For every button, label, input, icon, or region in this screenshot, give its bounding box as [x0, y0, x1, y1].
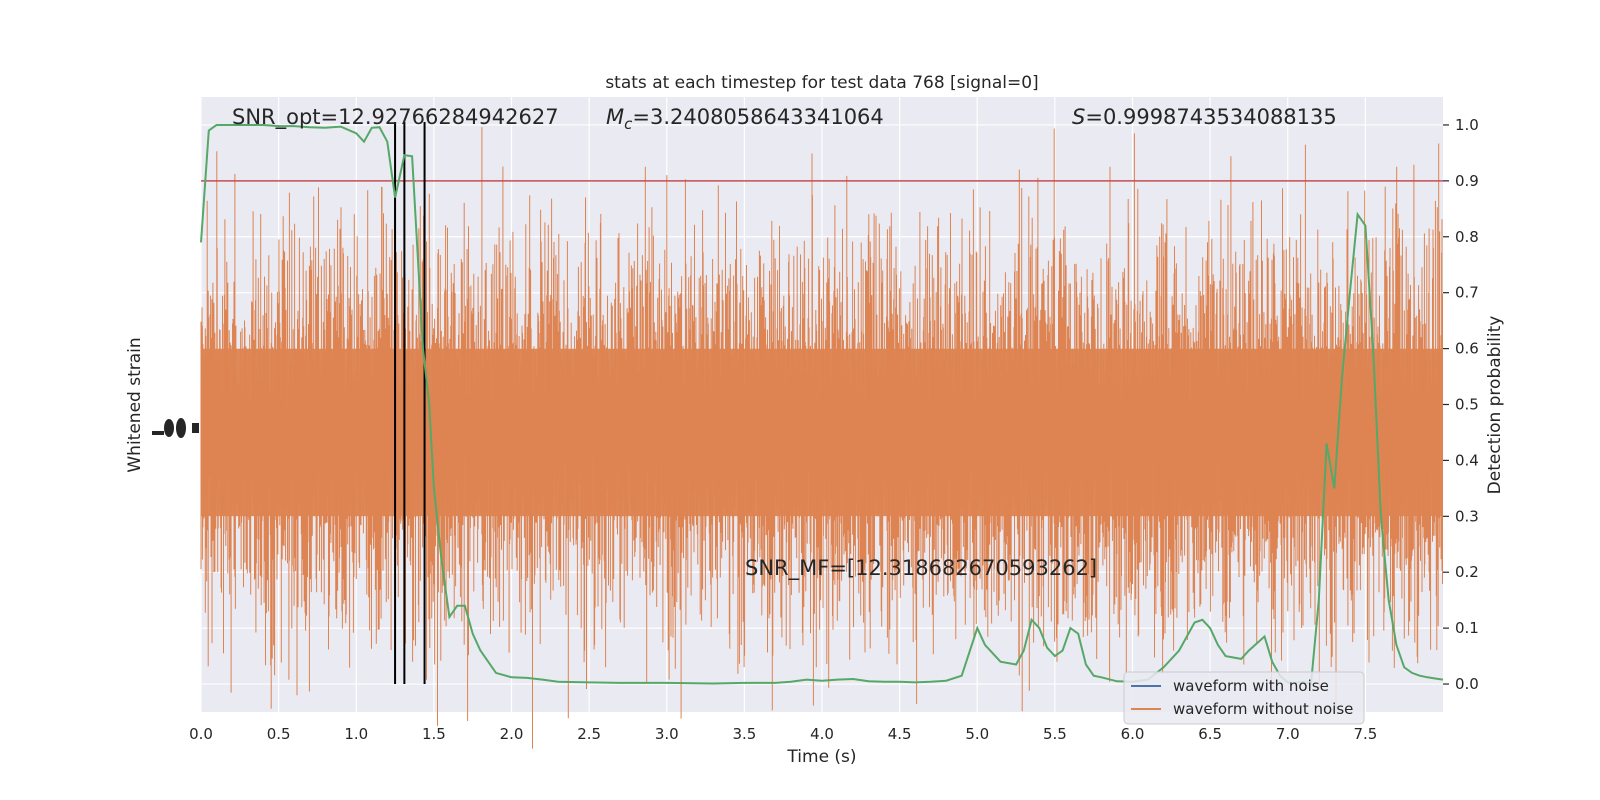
waveform-without-noise: [200, 127, 1443, 749]
series-detection-probability: [200, 124, 1444, 686]
x-tick-label-9: 4.5: [888, 725, 912, 743]
left-axis-squished-ticks: [152, 418, 199, 438]
y-right-tick-label-0: 0.0: [1455, 675, 1479, 693]
annotation-snr-opt: SNR_opt=12.92766284942627: [232, 105, 559, 130]
x-tick-label-11: 5.5: [1043, 725, 1067, 743]
annotation-chirp-mass: Mc=3.2408058643341064: [606, 105, 884, 133]
annotation-chirp-mass-value: =3.2408058643341064: [632, 105, 883, 129]
legend-label-with-noise: waveform with noise: [1173, 677, 1329, 695]
y-right-tick-label-7: 0.7: [1455, 284, 1479, 302]
legend: waveform with noise waveform without noi…: [1123, 671, 1365, 725]
x-tick-label-10: 5.0: [965, 725, 989, 743]
annotation-s: S=0.9998743534088135: [1072, 105, 1337, 129]
y-right-tick-label-6: 0.6: [1455, 340, 1479, 358]
x-tick-label-0: 0.0: [189, 725, 213, 743]
legend-label-without-noise: waveform without noise: [1173, 700, 1353, 718]
x-tick-label-3: 1.5: [422, 725, 446, 743]
noise-trace: [200, 127, 1443, 749]
y-right-tick-label-2: 0.2: [1455, 563, 1479, 581]
x-tick-label-7: 3.5: [732, 725, 756, 743]
y-right-tick-label-10: 1.0: [1455, 116, 1479, 134]
annotation-s-symbol: S: [1072, 105, 1085, 129]
y-right-tick-label-8: 0.8: [1455, 228, 1479, 246]
x-tick-label-4: 2.0: [500, 725, 524, 743]
y-right-tick-label-3: 0.3: [1455, 507, 1479, 525]
y-right-tick-label-4: 0.4: [1455, 451, 1479, 469]
x-tick-label-8: 4.0: [810, 725, 834, 743]
y-right-tick-label-9: 0.9: [1455, 172, 1479, 190]
x-tick-label-1: 0.5: [267, 725, 291, 743]
x-axis-label: Time (s): [786, 747, 856, 767]
legend-box: [1123, 671, 1365, 725]
y-right-ticks: 0.0 0.1 0.2 0.3 0.4 0.5 0.6 0.7 0.8 0.9 1.0: [1443, 116, 1479, 693]
y-right-tick-label-1: 0.1: [1455, 619, 1479, 637]
chart-title: stats at each timestep for test data 768…: [605, 73, 1038, 93]
y-axis-label-left: Whitened strain: [125, 337, 145, 472]
annotation-snr-mf: SNR_MF=[12.318682670593262]: [745, 556, 1097, 581]
x-tick-label-5: 2.5: [577, 725, 601, 743]
y-axis-label-right: Detection probability: [1485, 316, 1505, 495]
annotation-chirp-mass-subscript: c: [624, 115, 633, 133]
x-tick-label-12: 6.0: [1121, 725, 1145, 743]
x-tick-label-2: 1.0: [344, 725, 368, 743]
x-tick-label-13: 6.5: [1198, 725, 1222, 743]
x-tick-label-14: 7.0: [1276, 725, 1300, 743]
x-tick-label-15: 7.5: [1353, 725, 1377, 743]
y-right-tick-label-5: 0.5: [1455, 396, 1479, 414]
x-ticks: 0.0 0.5 1.0 1.5 2.0 2.5 3.0 3.5 4.0 4.5 5.0 5.5 6.0 6…: [189, 725, 1377, 743]
x-tick-label-6: 3.0: [655, 725, 679, 743]
annotation-chirp-mass-symbol: M: [606, 105, 624, 129]
vertical-markers: [394, 122, 426, 684]
annotation-s-value: =0.9998743534088135: [1085, 105, 1336, 129]
